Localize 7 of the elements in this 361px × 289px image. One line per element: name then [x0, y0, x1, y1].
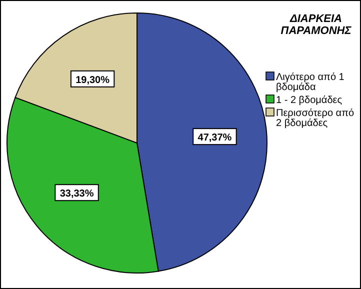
data-label: 47,37% [198, 132, 232, 144]
data-label: 33,33% [60, 188, 94, 200]
legend-title: ΔΙΑΡΚΕΙΑ ΠΑΡΑΜΟΝΗΣ [280, 13, 352, 37]
legend-label: Περισσότερο από 2 βδομάδες [276, 108, 354, 129]
legend-label: Λιγότερο από 1 βδομάδα [276, 72, 345, 93]
data-label: 19,30% [76, 74, 110, 86]
legend-label: 1 - 2 βδομάδες [276, 95, 342, 106]
